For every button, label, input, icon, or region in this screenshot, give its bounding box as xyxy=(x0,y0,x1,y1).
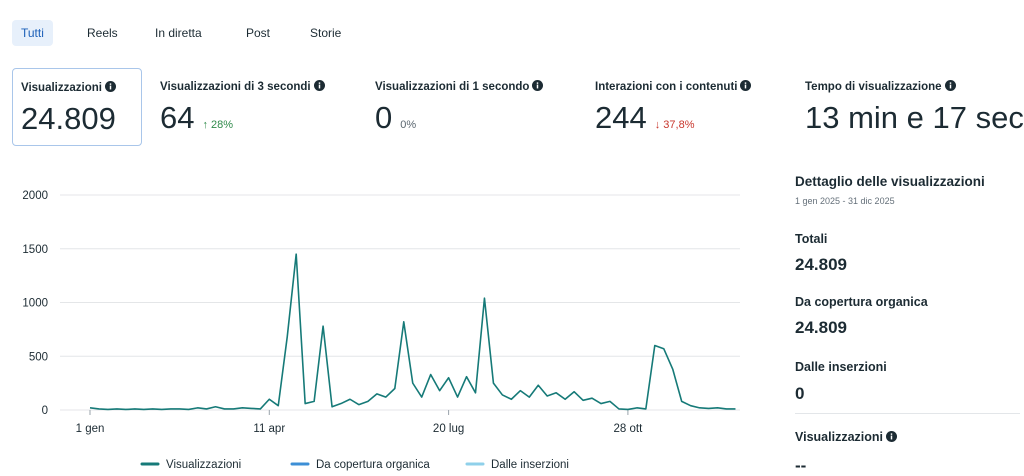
icon-dot xyxy=(109,83,112,85)
item-value: 24.809 xyxy=(795,255,847,274)
y-tick-label: 1500 xyxy=(22,244,48,256)
tab[interactable]: Reels xyxy=(87,26,118,40)
metric-label: Visualizzazioni di 1 secondo xyxy=(375,80,544,93)
legend-item[interactable]: Da copertura organica xyxy=(290,459,430,471)
icon-i xyxy=(537,84,539,89)
legend-label: Visualizzazioni xyxy=(166,459,241,471)
x-tick-label: 1 gen xyxy=(76,423,105,435)
item-label: Totali xyxy=(795,232,828,246)
chart: 0 500 1000 1500 2000 1 gen 11 apr 20 lug 28 ott V… xyxy=(22,190,740,471)
metric-value-text: 13 min e 17 sec xyxy=(805,100,1024,135)
x-tick-label: 28 ott xyxy=(614,423,644,435)
icon-i xyxy=(949,84,951,89)
metric-card[interactable]: Tempo di visualizzazione 13 min e 17 sec xyxy=(797,68,1024,144)
legend-label: Dalle inserzioni xyxy=(491,459,569,471)
icon-dot xyxy=(537,82,539,84)
legend-item[interactable]: Visualizzazioni xyxy=(140,459,241,471)
info-icon[interactable] xyxy=(886,431,897,442)
metric-value: 0 0% xyxy=(375,100,416,136)
item-label: Dalle inserzioni xyxy=(795,360,887,374)
info-icon[interactable] xyxy=(313,80,325,91)
tab[interactable]: Post xyxy=(246,26,271,40)
metric-label-text: Visualizzazioni di 3 secondi xyxy=(160,81,311,93)
metric-label: Interazioni con i contenuti xyxy=(595,80,752,93)
icon-i xyxy=(318,84,320,89)
metric-value: 244 ↓ 37,8% xyxy=(595,100,694,136)
separator xyxy=(795,413,1020,414)
x-tick-label: 20 lug xyxy=(433,423,464,435)
metric-value-text: 24.809 xyxy=(21,101,116,136)
y-tick-label: 2000 xyxy=(22,190,48,202)
tab[interactable]: In diretta xyxy=(155,26,202,40)
icon-dot xyxy=(745,82,747,84)
metric-value-text: 0 xyxy=(375,100,393,135)
item-label: Da copertura organica xyxy=(795,295,928,309)
tab[interactable]: Storie xyxy=(310,26,342,40)
info-icon[interactable] xyxy=(944,80,956,91)
metric-label-text: Interazioni con i contenuti xyxy=(595,81,738,93)
metric-change: ↑ 28% xyxy=(202,119,234,131)
metric-value: 64 ↑ 28% xyxy=(160,100,233,136)
icon-dot xyxy=(949,82,951,84)
metric-card[interactable]: Visualizzazioni di 1 secondo 0 0% xyxy=(367,68,577,144)
footer-value: -- xyxy=(795,456,807,475)
info-icon[interactable] xyxy=(104,81,116,92)
icon-i xyxy=(109,85,112,90)
icon-i xyxy=(745,84,747,89)
y-tick-label: 0 xyxy=(42,405,48,417)
tab[interactable]: Tutti xyxy=(12,20,53,46)
metric-change: 0% xyxy=(400,119,417,131)
metric-value-text: 64 xyxy=(160,100,195,135)
date-range: 1 gen 2025 - 31 dic 2025 xyxy=(795,196,895,206)
metric-card[interactable]: Interazioni con i contenuti 244 ↓ 37,8% xyxy=(587,68,787,144)
metric-label: Visualizzazioni xyxy=(21,81,116,94)
legend-item[interactable]: Dalle inserzioni xyxy=(465,459,569,471)
metric-value-text: 244 xyxy=(595,100,647,135)
info-icon[interactable] xyxy=(532,80,544,91)
metric-label-text: Tempo di visualizzazione xyxy=(805,81,942,93)
info-icon[interactable] xyxy=(740,80,752,91)
metric-value: 24.809 xyxy=(21,101,116,137)
metric-value: 13 min e 17 sec xyxy=(805,100,1024,136)
metric-card[interactable]: Visualizzazioni 24.809 xyxy=(12,68,142,146)
footer-label: Visualizzazioni xyxy=(795,430,897,444)
metric-label: Tempo di visualizzazione xyxy=(805,80,956,93)
series-line xyxy=(89,253,736,411)
x-tick-label: 11 apr xyxy=(253,423,285,435)
metric-label-text: Visualizzazioni di 1 secondo xyxy=(375,81,530,93)
icon-dot xyxy=(318,82,320,84)
item-value: 24.809 xyxy=(795,318,847,337)
metric-label-text: Visualizzazioni xyxy=(21,82,102,94)
y-tick-label: 1000 xyxy=(22,298,48,310)
metric-label: Visualizzazioni di 3 secondi xyxy=(160,80,325,93)
metric-change: ↓ 37,8% xyxy=(654,119,695,131)
item-value: 0 xyxy=(795,384,805,403)
footer-label-text: Visualizzazioni xyxy=(795,430,883,444)
y-tick-label: 500 xyxy=(29,351,48,363)
legend-label: Da copertura organica xyxy=(316,459,430,471)
metric-card[interactable]: Visualizzazioni di 3 secondi 64 ↑ 28% xyxy=(152,68,357,144)
panel-title: Dettaglio delle visualizzazioni xyxy=(795,174,985,189)
